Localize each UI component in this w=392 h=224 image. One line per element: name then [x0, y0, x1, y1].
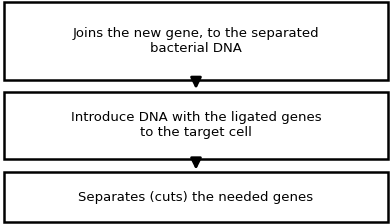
FancyBboxPatch shape — [4, 172, 388, 222]
Text: Introduce DNA with the ligated genes
to the target cell: Introduce DNA with the ligated genes to … — [71, 112, 321, 139]
FancyBboxPatch shape — [4, 92, 388, 159]
Text: Joins the new gene, to the separated
bacterial DNA: Joins the new gene, to the separated bac… — [73, 27, 319, 55]
Text: Separates (cuts) the needed genes: Separates (cuts) the needed genes — [78, 191, 314, 204]
FancyBboxPatch shape — [4, 2, 388, 80]
